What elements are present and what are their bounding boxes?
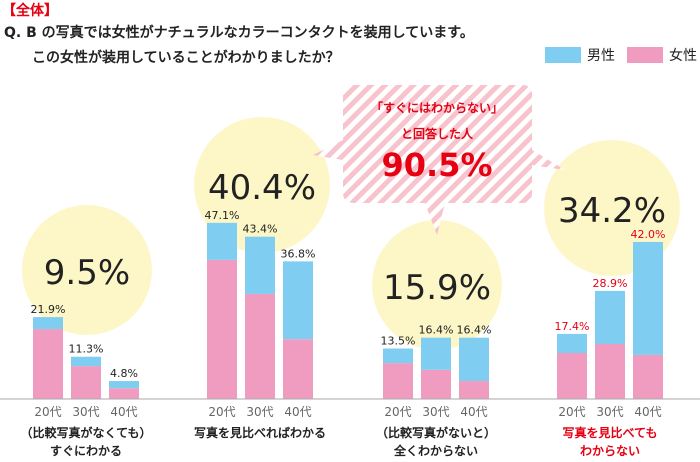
question-line2: この女性が装用していることがわかりましたか？ — [32, 50, 340, 66]
bar-total-label: 16.4% — [457, 324, 492, 337]
age-tick-label: 40代 — [634, 405, 661, 419]
callout-line1: 「すぐにはわからない」 — [371, 100, 503, 115]
bar-female — [71, 366, 101, 399]
bar-female — [557, 352, 587, 399]
legend-female: 女性 — [627, 45, 697, 65]
section-header: 【全体】 — [2, 3, 58, 19]
bar-total-label: 42.0% — [631, 228, 666, 241]
bar-female — [459, 381, 489, 399]
age-tick-label: 30代 — [422, 405, 449, 419]
bar-male — [595, 290, 625, 345]
bar-female — [33, 329, 63, 399]
age-tick-label: 20代 — [558, 405, 585, 419]
overall-value: 9.5% — [44, 253, 130, 293]
overall-value: 40.4% — [208, 168, 316, 208]
question-line1: Q. B の写真では女性がナチュラルなカラーコンタクトを装用しています。 — [4, 25, 474, 41]
overall-circle — [22, 205, 152, 335]
bar-female — [633, 354, 663, 399]
age-tick-label: 40代 — [460, 405, 487, 419]
group-label-line1: 写真を見比べても — [563, 425, 658, 440]
bar-male — [245, 236, 275, 294]
bar-male — [459, 337, 489, 382]
age-tick-label: 40代 — [284, 405, 311, 419]
bar-female — [421, 369, 451, 399]
bar-total-label: 16.4% — [419, 324, 454, 337]
bar-total-label: 13.5% — [381, 335, 416, 348]
bar-total-label: 43.4% — [243, 223, 278, 236]
bar-female — [207, 259, 237, 399]
age-tick-label: 40代 — [110, 405, 137, 419]
callout-line2: と回答した人 — [401, 126, 474, 141]
legend-swatch-male — [545, 47, 581, 63]
group-label-line1: （比較写真がなくても） — [20, 425, 151, 440]
group-label-line2: すぐにわかる — [50, 444, 122, 458]
bar-male — [207, 222, 237, 260]
bar-total-label: 17.4% — [555, 320, 590, 333]
bar-female — [595, 344, 625, 399]
age-tick-label: 20代 — [34, 405, 61, 419]
legend-male: 男性 — [545, 45, 615, 65]
bar-female — [283, 339, 313, 399]
age-tick-label: 30代 — [596, 405, 623, 419]
bar-total-label: 4.8% — [110, 367, 138, 380]
age-tick-label: 30代 — [246, 405, 273, 419]
legend-label-male: 男性 — [587, 48, 615, 64]
bar-female — [383, 363, 413, 399]
bar-total-label: 36.8% — [281, 247, 316, 260]
legend-swatch-female — [627, 47, 663, 63]
callout-bubble: 「すぐにはわからない」 と回答した人 90.5% — [313, 85, 565, 235]
overall-value: 34.2% — [558, 191, 666, 231]
bar-male — [283, 261, 313, 340]
bar-male — [383, 348, 413, 364]
bar-total-label: 28.9% — [593, 277, 628, 290]
legend-label-female: 女性 — [669, 48, 697, 64]
group-label-line1: （比較写真がないと） — [376, 425, 496, 440]
group-label-line2: わからない — [580, 444, 640, 458]
bar-female — [245, 293, 275, 399]
age-tick-label: 20代 — [208, 405, 235, 419]
age-tick-label: 20代 — [384, 405, 411, 419]
bar-total-label: 21.9% — [31, 303, 66, 316]
bar-male — [33, 317, 63, 330]
bar-male — [421, 337, 451, 370]
bar-total-label: 47.1% — [205, 209, 240, 222]
age-tick-label: 30代 — [72, 405, 99, 419]
bar-male — [109, 381, 139, 389]
bar-total-label: 11.3% — [69, 343, 104, 356]
group-label-line1: 写真を見比べればわかる — [194, 425, 326, 440]
callout-value: 90.5% — [381, 146, 492, 184]
overall-circle — [372, 220, 502, 350]
bar-male — [633, 241, 663, 355]
overall-value: 15.9% — [383, 268, 491, 308]
bar-female — [109, 388, 139, 399]
group-label-line2: 全くわからない — [393, 443, 478, 458]
bar-male — [71, 356, 101, 367]
overall-circle — [194, 117, 330, 253]
bar-male — [557, 333, 587, 353]
